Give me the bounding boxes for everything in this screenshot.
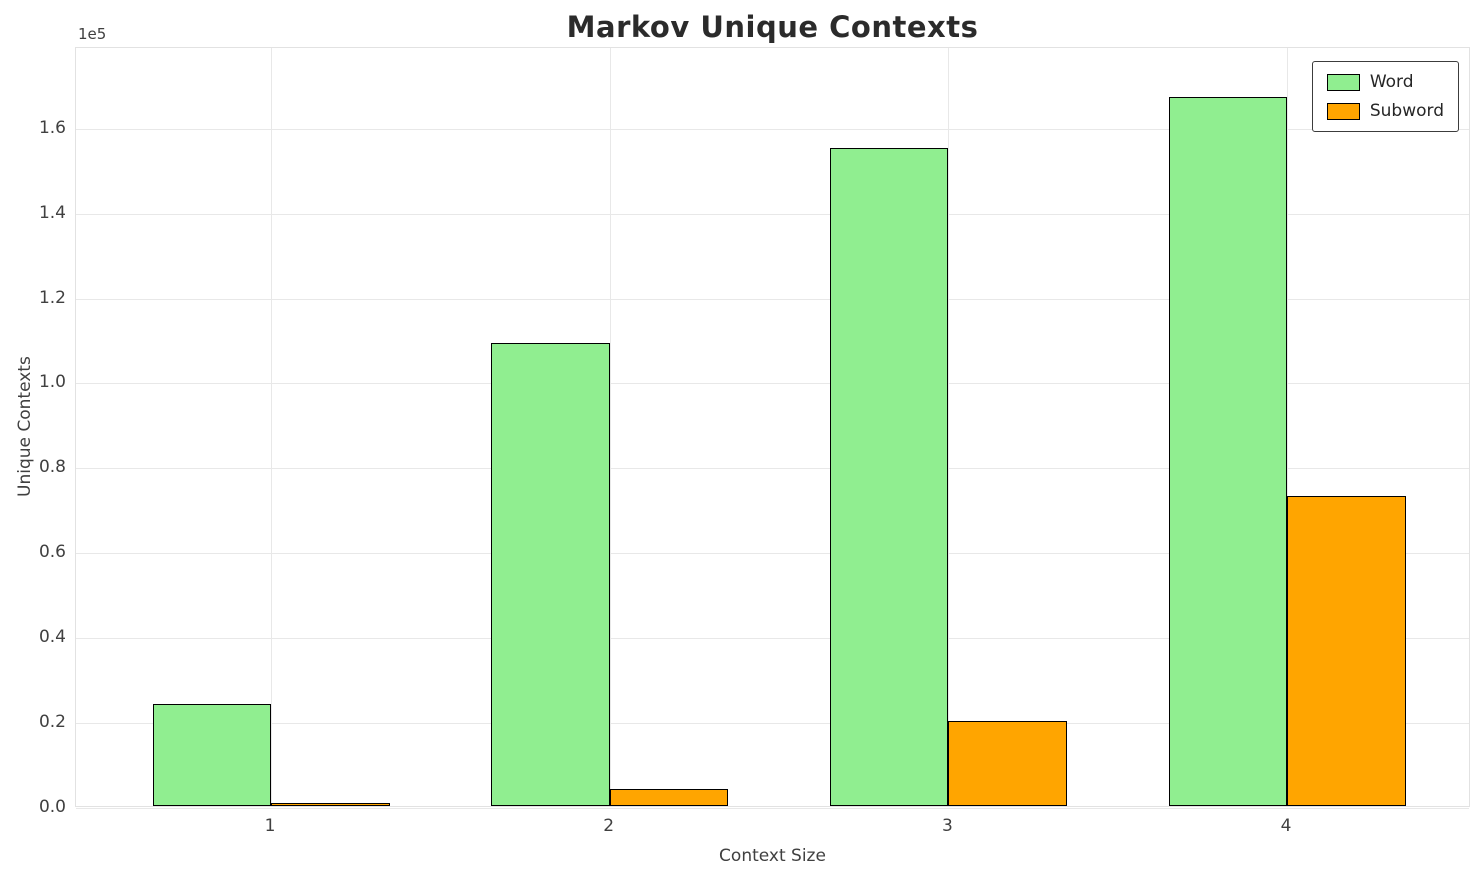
x-tick-label: 3 — [941, 816, 953, 836]
y-axis-label: Unique Contexts — [15, 356, 35, 498]
gridline-horizontal — [76, 808, 1469, 809]
y-tick-label: 1.0 — [38, 372, 66, 393]
bar-subword-2 — [609, 789, 729, 806]
legend: Word Subword — [1311, 61, 1459, 132]
bar-word-2 — [491, 343, 610, 806]
chart-title: Markov Unique Contexts — [566, 10, 979, 44]
y-tick-label: 1.2 — [38, 287, 66, 308]
y-tick-label: 1.4 — [38, 202, 66, 223]
gridline-vertical — [609, 48, 611, 806]
legend-swatch-word — [1326, 73, 1360, 91]
bar-word-3 — [829, 147, 949, 806]
gridline-vertical — [1287, 48, 1289, 806]
legend-item-subword: Subword — [1326, 101, 1444, 121]
y-tick-label: 0.6 — [38, 542, 66, 563]
gridline-horizontal — [76, 128, 1469, 130]
plot-area: Word Subword — [75, 47, 1470, 809]
legend-label-word: Word — [1369, 72, 1414, 92]
gridline-horizontal — [76, 213, 1469, 215]
y-tick-label: 0.8 — [38, 457, 66, 478]
gridline-horizontal — [76, 723, 1469, 725]
x-axis-label: Context Size — [719, 846, 826, 866]
legend-swatch-subword — [1326, 102, 1360, 120]
bar-subword-3 — [948, 721, 1067, 806]
legend-label-subword: Subword — [1369, 101, 1444, 121]
gridline-horizontal — [76, 638, 1469, 640]
gridline-vertical — [271, 48, 272, 806]
x-tick-label: 2 — [603, 816, 615, 836]
y-tick-label: 0.4 — [38, 627, 66, 648]
gridline-horizontal — [76, 383, 1469, 385]
gridline-horizontal — [76, 553, 1469, 555]
gridline-vertical — [948, 48, 950, 806]
bar-word-4 — [1168, 96, 1288, 806]
gridline-horizontal — [76, 468, 1469, 470]
gridline-horizontal — [76, 298, 1469, 300]
x-tick-label: 4 — [1280, 816, 1292, 836]
bar-word-1 — [152, 704, 271, 806]
y-tick-label: 0.2 — [38, 712, 66, 733]
y-tick-label: 0.0 — [38, 797, 66, 817]
y-tick-label: 1.6 — [38, 117, 66, 138]
legend-item-word: Word — [1326, 72, 1444, 92]
bar-subword-4 — [1287, 496, 1406, 806]
y-axis-offset-text: 1e5 — [78, 25, 107, 43]
bar-subword-1 — [271, 803, 390, 806]
x-tick-label: 1 — [264, 816, 276, 836]
